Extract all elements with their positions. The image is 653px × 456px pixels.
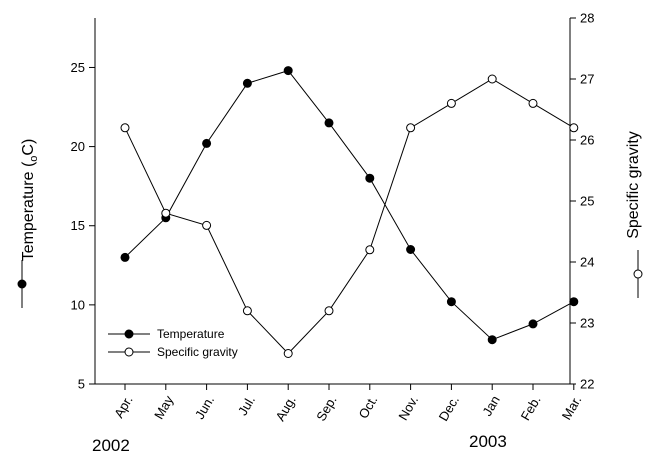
right-tick-label: 23 [580,316,594,331]
series-point-0 [487,335,497,345]
series-line-0 [124,70,575,341]
left-tick-label: 20 [71,139,85,154]
year-label-2003: 2003 [469,432,507,451]
x-tick-label: May [151,393,177,422]
right-tick-label: 26 [580,133,594,148]
series-point-1 [528,98,538,108]
x-tick-label: Sep. [313,393,339,424]
series-point-0 [283,66,293,76]
series-point-1 [324,306,334,316]
x-tick-label: Apr. [111,393,136,421]
axis-titles: Temperature (oC) Specific gravity 2002 2… [17,131,643,455]
right-tick-label: 24 [580,255,594,270]
x-tick-label: Feb. [518,393,544,423]
left-tick-label: 5 [78,377,85,392]
legend-marker-0 [124,329,134,339]
series-layer [120,66,579,358]
axes: 5 10 15 20 25 22 23 24 25 26 27 28 Apr. May Jun. Jul. Au… [71,11,595,424]
series-point-0 [406,245,416,254]
x-tick-label: Dec. [436,393,462,424]
series-point-0 [242,78,252,88]
series-point-1 [569,123,579,133]
series-point-0 [324,118,334,128]
series-point-1 [202,220,212,230]
series-point-1 [365,245,375,255]
series-point-1 [487,74,497,84]
series-point-1 [242,306,252,316]
right-title-marker-symbol [633,269,643,279]
series-line-1 [124,78,575,355]
series-point-1 [161,208,171,218]
right-tick-label: 28 [580,11,594,26]
left-axis-title: Temperature (oC) [20,139,40,262]
series-point-0 [528,319,538,329]
left-tick-label: 10 [71,297,85,312]
left-tick-label: 25 [71,60,85,75]
x-tick-label: Jan [479,393,502,419]
year-label-2002: 2002 [92,436,130,455]
x-tick-label: Nov. [395,393,421,423]
left-title-marker-symbol [17,279,27,289]
series-point-0 [120,252,130,262]
x-tick-label: Jul. [235,393,258,418]
series-point-1 [446,98,456,108]
x-tick-label: Aug. [272,393,298,424]
series-point-0 [365,173,375,183]
legend-marker-1 [124,347,134,357]
legend-label-1: Specific gravity [157,345,238,359]
series-point-1 [406,123,416,133]
series-point-0 [202,138,212,148]
x-tick-label: Jun. [192,393,217,422]
right-axis-title: Specific gravity [625,131,642,239]
left-tick-label: 15 [71,218,85,233]
right-tick-label: 25 [580,194,594,209]
right-tick-label: 27 [580,72,594,87]
legend-label-0: Temperature [157,327,225,341]
series-point-1 [120,123,130,133]
right-tick-label: 22 [580,377,594,392]
series-point-0 [446,297,456,307]
x-tick-label: Oct. [355,393,380,421]
x-tick-label: Mar. [559,393,585,422]
series-point-1 [283,349,293,358]
legend: Temperature Specific gravity [108,327,238,359]
series-point-0 [569,297,579,307]
